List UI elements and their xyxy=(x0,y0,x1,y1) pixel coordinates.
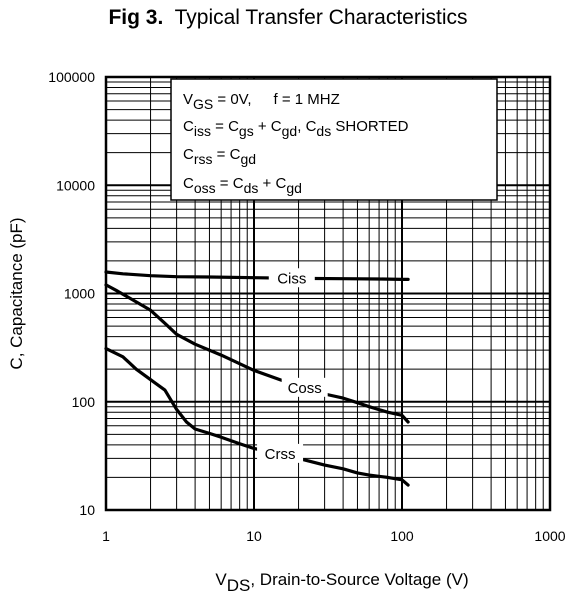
x-tick-label: 10 xyxy=(246,528,262,544)
legend-text: f = 1 MHZ xyxy=(273,91,339,108)
y-tick-label: 100 xyxy=(72,394,96,410)
figure-title: Typical Transfer Characteristics xyxy=(174,6,468,29)
legend-subscript: gd xyxy=(286,180,302,196)
legend-text: + C xyxy=(254,118,282,135)
plot-border xyxy=(104,75,552,512)
legend-text: = C xyxy=(216,175,244,192)
legend-text: V xyxy=(183,91,193,108)
legend-frame xyxy=(170,78,498,201)
legend-line: Ciss = Cgs + Cgd, Cds SHORTED xyxy=(183,118,409,139)
y-tick-label: 10000 xyxy=(56,177,95,193)
y-axis-label: C, Capacitance (pF) xyxy=(7,217,26,369)
legend-subscript: ds xyxy=(244,180,259,196)
curve-label-bg xyxy=(281,377,328,397)
legend-box: VGS = 0V, f = 1 MHZ Ciss = Cgs + Cgd, Cds … xyxy=(170,78,498,201)
y-tick-label: 1000 xyxy=(64,286,95,302)
legend-subscript: gd xyxy=(282,123,298,139)
x-axis-label-text: V xyxy=(215,570,227,589)
axis-labels: C, Capacitance (pF) VDS, Drain-to-Source … xyxy=(7,217,469,595)
curve-label-ciss: Ciss xyxy=(277,270,306,287)
x-axis-label: VDS, Drain-to-Source Voltage (V) xyxy=(215,570,468,595)
legend-subscript: gd xyxy=(240,151,256,167)
legend-subscript: iss xyxy=(194,123,211,139)
curve-label-coss: Coss xyxy=(288,380,322,397)
curves: Ciss Coss Crss xyxy=(104,268,410,487)
legend-subscript: GS xyxy=(193,96,213,112)
legend-text: C xyxy=(306,118,317,135)
legend-text: = C xyxy=(211,118,239,135)
plot-frame xyxy=(104,75,552,512)
legend-line: VGS = 0V, f = 1 MHZ xyxy=(183,91,340,112)
legend-line: Coss = Cds + Cgd xyxy=(183,175,302,196)
x-axis-label-text: , Drain-to-Source Voltage (V) xyxy=(250,570,468,589)
tick-labels: 1 10 100 1000 10 100 1000 10000 100000 xyxy=(48,69,565,544)
curve-label-bg xyxy=(257,443,304,463)
legend-line: Crss = Cgd xyxy=(183,146,256,167)
legend-text: C xyxy=(183,175,194,192)
legend-text: , xyxy=(297,118,305,135)
legend-subscript: gs xyxy=(239,123,254,139)
curve-ciss xyxy=(104,270,410,281)
legend-text: = C xyxy=(213,146,241,163)
y-tick-label: 10 xyxy=(79,502,95,518)
chart-title: Fig 3. Typical Transfer Characteristics xyxy=(0,6,576,30)
x-tick-label: 100 xyxy=(390,528,414,544)
curve-label-bg xyxy=(268,268,315,288)
curve-label-crss: Crss xyxy=(265,446,296,463)
legend-subscript: ds xyxy=(316,123,331,139)
x-tick-label: 1 xyxy=(102,528,110,544)
legend-text: C xyxy=(183,146,194,163)
legend-text: C xyxy=(183,118,194,135)
curve-coss xyxy=(104,283,410,424)
curve-crss xyxy=(104,347,410,487)
legend-subscript: oss xyxy=(194,180,216,196)
x-tick-label: 1000 xyxy=(534,528,565,544)
legend-text: = 0V, xyxy=(213,91,251,108)
y-tick-label: 100000 xyxy=(48,69,95,85)
legend-text: SHORTED xyxy=(331,118,408,135)
legend-text: + C xyxy=(258,175,286,192)
legend-subscript: rss xyxy=(194,151,213,167)
figure-number: Fig 3. xyxy=(108,6,164,29)
x-axis-label-subscript: DS xyxy=(227,576,251,595)
